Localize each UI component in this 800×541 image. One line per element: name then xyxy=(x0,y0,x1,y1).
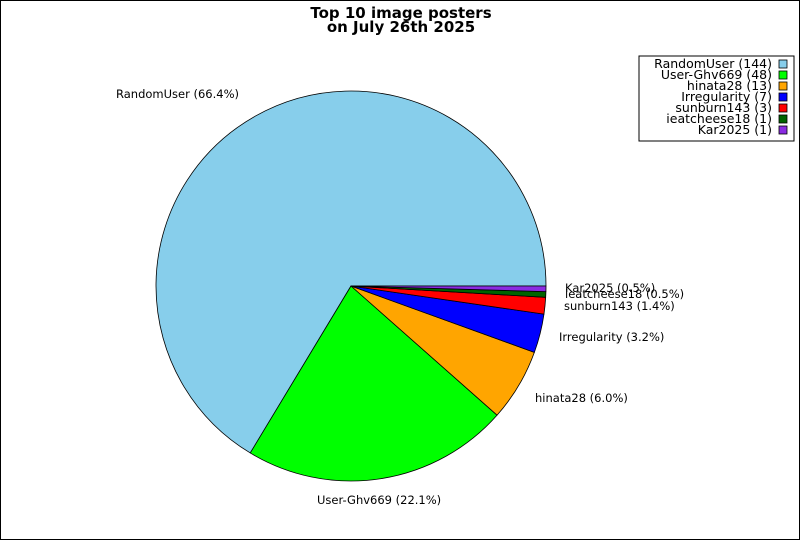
legend-label-ieatcheese18: ieatcheese18 (1) xyxy=(666,111,772,126)
legend-swatch-user-ghv669 xyxy=(778,70,788,80)
legend-box xyxy=(638,55,795,142)
chart-title-line2: on July 26th 2025 xyxy=(327,18,475,36)
slice-label-user-ghv669: User-Ghv669 (22.1%) xyxy=(317,493,441,507)
legend-swatch-sunburn143 xyxy=(778,103,788,113)
chart-legend: RandomUser (144)User-Ghv669 (48)hinata28… xyxy=(638,55,795,142)
legend-label-hinata28: hinata28 (13) xyxy=(687,78,772,93)
slice-label-hinata28: hinata28 (6.0%) xyxy=(535,391,628,405)
pie-slice-labels: RandomUser (66.4%) User-Ghv669 (22.1%) hin… xyxy=(116,87,684,507)
legend-label-user-ghv669: User-Ghv669 (48) xyxy=(661,67,772,82)
legend-label-randomuser: RandomUser (144) xyxy=(654,56,772,71)
legend-swatch-randomuser xyxy=(778,59,788,69)
legend-swatch-kar2025 xyxy=(778,125,788,135)
legend-swatch-ieatcheese18 xyxy=(778,114,788,124)
legend-label-irregularity: Irregularity (7) xyxy=(681,89,772,104)
chart-title-line1: Top 10 image posters xyxy=(310,4,491,22)
slice-label-irregularity: Irregularity (3.2%) xyxy=(559,330,664,344)
slice-label-sunburn143: sunburn143 (1.4%) xyxy=(564,299,675,313)
legend-label-kar2025: Kar2025 (1) xyxy=(698,122,772,137)
pie-slice-randomuser xyxy=(155,90,547,454)
pie-slice-kar2025 xyxy=(350,285,547,293)
slice-label-randomuser: RandomUser (66.4%) xyxy=(116,87,239,101)
slice-label-kar2025: Kar2025 (0.5%) xyxy=(565,281,655,295)
legend-swatch-irregularity xyxy=(778,92,788,102)
legend-label-sunburn143: sunburn143 (3) xyxy=(675,100,772,115)
pie-slices xyxy=(155,90,547,482)
pie-slice-user-ghv669 xyxy=(249,285,498,482)
legend-swatch-hinata28 xyxy=(778,81,788,91)
slice-label-ieatcheese18: ieatcheese18 (0.5%) xyxy=(565,287,684,301)
